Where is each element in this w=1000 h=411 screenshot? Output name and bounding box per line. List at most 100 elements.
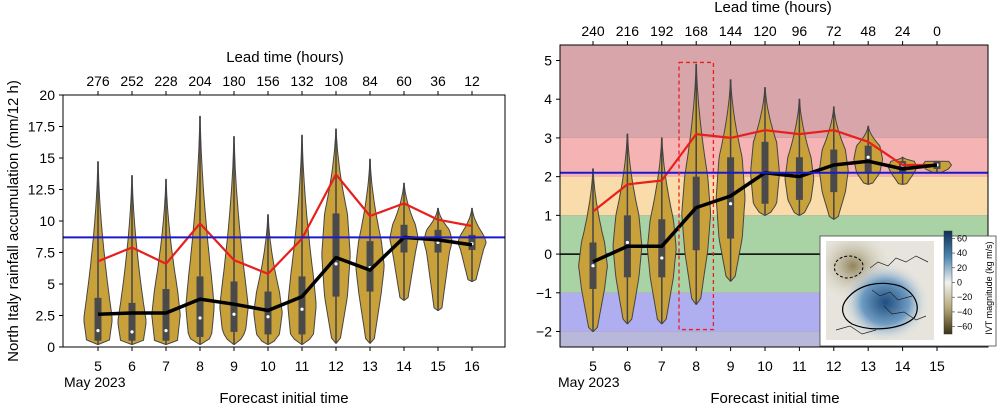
right-violin-iqr-box [692,176,700,251]
right-violin-iqr-box [830,149,838,193]
left-ytick-label: 7.5 [36,245,56,261]
left-top-tick-label: 108 [324,73,348,89]
colorbar-tick-label: −60 [957,322,972,332]
left-ytick-label: 15 [39,150,55,166]
right-xtick-label: 11 [792,358,807,374]
left-ytick-label: 20 [39,87,55,103]
colorbar-tick-label: 0 [957,278,962,288]
left-month-label: May 2023 [64,374,126,390]
inset-colorbar [943,230,953,335]
left-xtick-label: 14 [396,358,412,374]
right-top-tick-label: 48 [860,23,876,39]
colorbar-tick-label: 20 [957,263,967,273]
right-top-tick-label: 72 [826,23,842,39]
left-violin-median [96,329,100,333]
left-x-axis-label: Forecast initial time [219,390,348,407]
colorbar-tick-label: −40 [957,307,972,317]
left-xtick-label: 15 [430,358,446,374]
left-ytick-label: 0 [47,339,55,355]
left-top-tick-label: 252 [120,73,144,89]
left-violin-iqr-box [128,302,136,341]
right-highlight-box [678,61,715,331]
left-top-tick-label: 60 [396,73,412,89]
left-red-series-line [97,173,473,275]
colorbar-tick-label: 40 [957,248,967,258]
right-violin-iqr-box [864,145,872,173]
left-xtick-label: 11 [295,358,310,374]
right-violin-median [729,202,733,206]
right-top-tick-label: 192 [650,23,674,39]
right-violin-median [591,264,595,268]
right-ytick-label: 4 [544,91,552,107]
colorbar-tick-label: 60 [957,233,967,243]
right-top-tick-label: 168 [685,23,709,39]
right-xtick-label: 7 [658,358,666,374]
left-violin-median [198,316,202,320]
right-xtick-label: 6 [624,358,632,374]
left-xtick-label: 6 [128,358,136,374]
right-violin-median [660,256,664,260]
colorbar-tick-label: −20 [957,292,972,302]
left-top-tick-label: 276 [86,73,110,89]
right-ytick-label: 3 [544,130,552,146]
left-axes-frame [62,94,506,348]
left-xtick-label: 9 [230,358,238,374]
right-violin-median [866,155,870,159]
left-y-axis-label: North Italy rainfall accumulation (mm/12… [5,80,22,362]
left-violin-median [266,315,270,319]
right-ytick-label: 0 [544,246,552,262]
right-month-label: May 2023 [558,374,620,390]
right-violin-iqr-box [727,157,735,239]
right-xtick-label: 8 [692,358,700,374]
left-violin-median [232,312,236,316]
inset-coastlines [835,255,929,335]
inset-colorbar-ticks: 60 40 20 0 −20 −40 −60 [952,233,972,332]
right-red-series-line [592,129,937,213]
right-xtick-label: 13 [860,358,876,374]
left-ytick-label: 17.5 [28,119,55,135]
left-violin-iqr-box [230,281,238,332]
left-top-tick-label: 12 [464,73,480,89]
right-xtick-label: 9 [727,358,735,374]
right-top-tick-label: 96 [792,23,808,39]
inset-map-moist-anomaly [826,241,934,340]
left-ytick-label: 5 [47,276,55,292]
left-top-tick-label: 84 [362,73,378,89]
left-top-tick-label: 180 [222,73,246,89]
left-panel: Lead time (hours) 0 2.5 5 7.5 10 12.5 15 17.5 20… [5,49,506,407]
right-ytick-label: 5 [544,52,552,68]
right-band-0 [560,45,988,138]
left-violin-iqr-box [196,276,204,337]
right-ytick-label: −1 [536,285,552,301]
left-top-axis-label: Lead time (hours) [226,49,344,66]
right-ytick-label: 2 [544,169,552,185]
left-ytick-label: 10 [39,213,55,229]
right-xtick-label: 5 [589,358,597,374]
right-top-tick-label: 216 [616,23,640,39]
right-xtick-label: 10 [757,358,773,374]
right-violin-iqr-box [658,219,666,278]
left-xtick-label: 12 [328,358,344,374]
left-violin-median [334,262,338,266]
right-xtick-label: 12 [826,358,842,374]
inset-contour-negative [833,255,864,279]
left-xtick-label: 7 [162,358,170,374]
right-top-tick-label: 120 [753,23,777,39]
right-violin-median [625,240,630,245]
left-xtick-label: 16 [464,358,480,374]
left-violin-iqr-box [264,291,272,335]
right-ytick-label: 1 [544,207,552,223]
left-ytick-label: 2.5 [36,308,56,324]
right-top-tick-label: 24 [895,23,911,39]
right-top-tick-label: 240 [581,23,605,39]
right-x-axis-label: Forecast initial time [710,390,839,407]
left-top-tick-label: 204 [188,73,212,89]
left-xtick-label: 10 [260,358,276,374]
left-violin-iqr-box [332,213,340,297]
inset-contour-positive [842,282,918,330]
left-plot-area: 0 2.5 5 7.5 10 12.5 15 17.5 20 5 6 7 8 9 10 11 12 13 14 15 1… [28,73,505,374]
right-xtick-label: 15 [929,358,945,374]
left-violin-median [130,330,134,334]
right-axes-frame [559,44,989,348]
